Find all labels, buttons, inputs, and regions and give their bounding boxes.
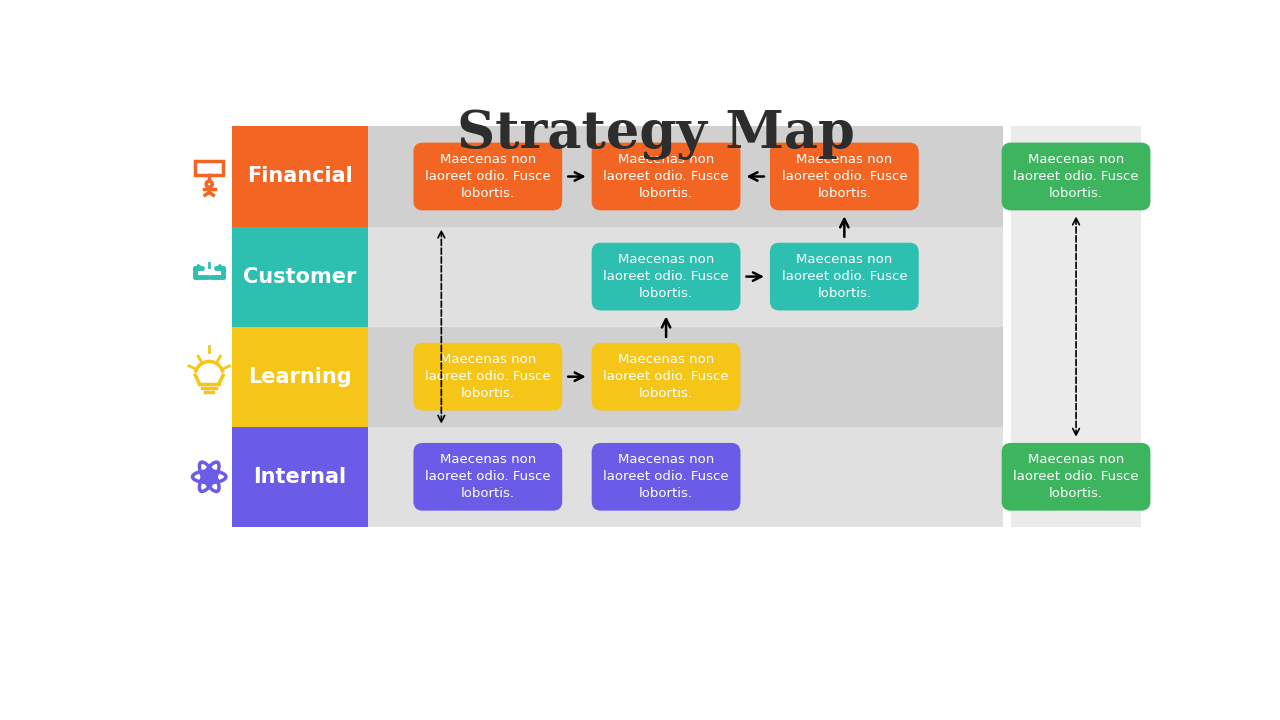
Bar (1011, 127, 1142, 527)
Bar (367, 227, 1004, 327)
Text: Maecenas non
laoreet odio. Fusce
lobortis.: Maecenas non laoreet odio. Fusce loborti… (782, 153, 908, 200)
Bar (367, 327, 1004, 427)
Bar (232, 127, 367, 227)
Bar (196, 161, 223, 175)
Text: Learning: Learning (248, 366, 352, 387)
Text: Maecenas non
laoreet odio. Fusce
lobortis.: Maecenas non laoreet odio. Fusce loborti… (425, 153, 550, 200)
Text: Maecenas non
laoreet odio. Fusce
lobortis.: Maecenas non laoreet odio. Fusce loborti… (425, 454, 550, 500)
FancyBboxPatch shape (591, 143, 740, 210)
Bar (232, 427, 367, 527)
Text: Maecenas non
laoreet odio. Fusce
lobortis.: Maecenas non laoreet odio. Fusce loborti… (603, 454, 728, 500)
Text: Maecenas non
laoreet odio. Fusce
lobortis.: Maecenas non laoreet odio. Fusce loborti… (782, 253, 908, 300)
FancyBboxPatch shape (1002, 143, 1151, 210)
FancyBboxPatch shape (1002, 443, 1151, 510)
FancyBboxPatch shape (413, 443, 562, 510)
Circle shape (205, 472, 214, 481)
Text: Maecenas non
laoreet odio. Fusce
lobortis.: Maecenas non laoreet odio. Fusce loborti… (603, 153, 728, 200)
Text: Maecenas non
laoreet odio. Fusce
lobortis.: Maecenas non laoreet odio. Fusce loborti… (1014, 454, 1139, 500)
FancyBboxPatch shape (413, 143, 562, 210)
FancyBboxPatch shape (591, 343, 740, 410)
Bar (232, 227, 367, 327)
Text: Maecenas non
laoreet odio. Fusce
lobortis.: Maecenas non laoreet odio. Fusce loborti… (425, 354, 550, 400)
Text: Strategy Map: Strategy Map (457, 109, 855, 161)
FancyBboxPatch shape (413, 343, 562, 410)
Bar (367, 427, 1004, 527)
FancyBboxPatch shape (591, 243, 740, 310)
Bar (232, 327, 367, 427)
Text: Customer: Customer (243, 266, 357, 287)
FancyBboxPatch shape (771, 143, 919, 210)
Bar (367, 127, 1004, 227)
Text: Maecenas non
laoreet odio. Fusce
lobortis.: Maecenas non laoreet odio. Fusce loborti… (603, 253, 728, 300)
FancyBboxPatch shape (771, 243, 919, 310)
Text: Maecenas non
laoreet odio. Fusce
lobortis.: Maecenas non laoreet odio. Fusce loborti… (1014, 153, 1139, 200)
FancyBboxPatch shape (591, 443, 740, 510)
Text: Financial: Financial (247, 166, 353, 186)
Text: Maecenas non
laoreet odio. Fusce
lobortis.: Maecenas non laoreet odio. Fusce loborti… (603, 354, 728, 400)
Text: Internal: Internal (253, 467, 347, 487)
